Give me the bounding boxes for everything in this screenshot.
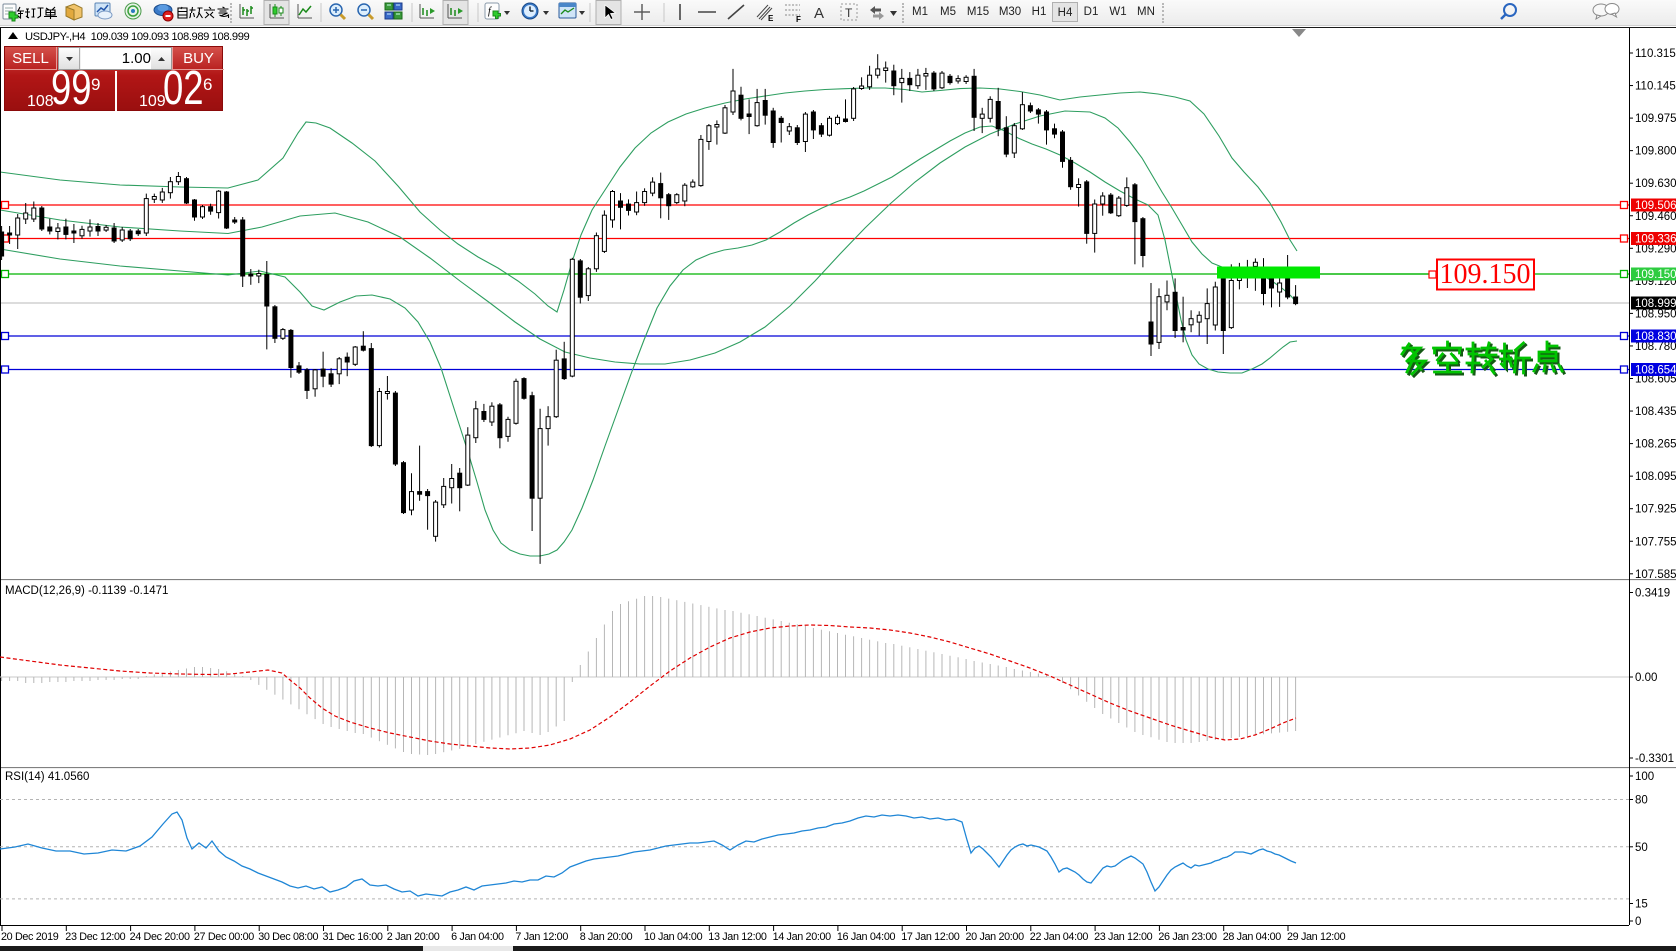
- svg-text:7 Jan 12:00: 7 Jan 12:00: [515, 931, 568, 943]
- svg-text:109.630: 109.630: [1635, 178, 1676, 190]
- svg-text:T: T: [845, 6, 853, 20]
- svg-text:110.315: 110.315: [1635, 48, 1676, 60]
- svg-text:108.095: 108.095: [1635, 471, 1676, 483]
- svg-text:108.435: 108.435: [1635, 406, 1676, 418]
- svg-text:0.3419: 0.3419: [1635, 588, 1670, 600]
- svg-text:109.150: 109.150: [1440, 259, 1531, 290]
- svg-text:108.780: 108.780: [1635, 341, 1676, 353]
- svg-text:8 Jan 20:00: 8 Jan 20:00: [580, 931, 633, 943]
- svg-text:USDJPY-,H4 109.039 109.093 10: USDJPY-,H4 109.039 109.093 108.989 108.9…: [25, 31, 250, 43]
- svg-text:109.336: 109.336: [1635, 234, 1676, 246]
- svg-text:107.925: 107.925: [1635, 504, 1676, 516]
- svg-text:14 Jan 20:00: 14 Jan 20:00: [773, 931, 832, 943]
- svg-text:22 Jan 04:00: 22 Jan 04:00: [1030, 931, 1089, 943]
- svg-text:f: f: [488, 6, 492, 17]
- svg-text:E: E: [768, 14, 774, 23]
- svg-text:31 Dec 16:00: 31 Dec 16:00: [323, 931, 383, 943]
- svg-text:A: A: [814, 5, 824, 22]
- svg-text:108.830: 108.830: [1635, 331, 1676, 343]
- svg-text:108.265: 108.265: [1635, 439, 1676, 451]
- svg-text:108.605: 108.605: [1635, 374, 1676, 386]
- svg-text:23 Dec 12:00: 23 Dec 12:00: [65, 931, 125, 943]
- svg-text:27 Dec 00:00: 27 Dec 00:00: [194, 931, 254, 943]
- svg-text:109.290: 109.290: [1635, 243, 1676, 255]
- svg-text:10 Jan 04:00: 10 Jan 04:00: [644, 931, 703, 943]
- svg-text:23 Jan 12:00: 23 Jan 12:00: [1094, 931, 1153, 943]
- svg-text:20 Dec 2019: 20 Dec 2019: [1, 931, 59, 943]
- svg-text:109.800: 109.800: [1635, 146, 1676, 158]
- svg-text:F: F: [796, 15, 801, 24]
- svg-text:MACD(12,26,9) -0.1139 -0.1471: MACD(12,26,9) -0.1139 -0.1471: [5, 585, 168, 597]
- svg-text:20 Jan 20:00: 20 Jan 20:00: [966, 931, 1025, 943]
- svg-text:100: 100: [1635, 771, 1654, 783]
- svg-text:RSI(14) 41.0560: RSI(14) 41.0560: [5, 771, 89, 783]
- svg-text:50: 50: [1635, 842, 1648, 854]
- svg-text:108.654: 108.654: [1635, 365, 1676, 377]
- svg-text:-0.3301: -0.3301: [1635, 753, 1674, 765]
- svg-text:108.999: 108.999: [1635, 298, 1676, 310]
- svg-text:17 Jan 12:00: 17 Jan 12:00: [901, 931, 960, 943]
- svg-text:0.00: 0.00: [1635, 672, 1657, 684]
- svg-text:26 Jan 23:00: 26 Jan 23:00: [1158, 931, 1217, 943]
- svg-text:109.150: 109.150: [1635, 269, 1676, 281]
- svg-text:30 Dec 08:00: 30 Dec 08:00: [258, 931, 318, 943]
- svg-text:28 Jan 04:00: 28 Jan 04:00: [1223, 931, 1282, 943]
- svg-text:2 Jan 20:00: 2 Jan 20:00: [387, 931, 440, 943]
- svg-text:107.585: 107.585: [1635, 569, 1676, 581]
- svg-text:109.506: 109.506: [1635, 200, 1676, 212]
- svg-text:110.145: 110.145: [1635, 81, 1676, 93]
- svg-text:15: 15: [1635, 899, 1648, 911]
- svg-text:109.460: 109.460: [1635, 211, 1676, 223]
- svg-text:29 Jan 12:00: 29 Jan 12:00: [1287, 931, 1346, 943]
- svg-text:80: 80: [1635, 795, 1648, 807]
- svg-text:107.755: 107.755: [1635, 536, 1676, 548]
- svg-text:13 Jan 12:00: 13 Jan 12:00: [708, 931, 767, 943]
- svg-text:0: 0: [1635, 916, 1641, 928]
- svg-text:6 Jan 04:00: 6 Jan 04:00: [451, 931, 504, 943]
- svg-text:24 Dec 20:00: 24 Dec 20:00: [130, 931, 190, 943]
- svg-text:109.975: 109.975: [1635, 113, 1676, 125]
- svg-text:108.950: 108.950: [1635, 308, 1676, 320]
- svg-text:16 Jan 04:00: 16 Jan 04:00: [837, 931, 896, 943]
